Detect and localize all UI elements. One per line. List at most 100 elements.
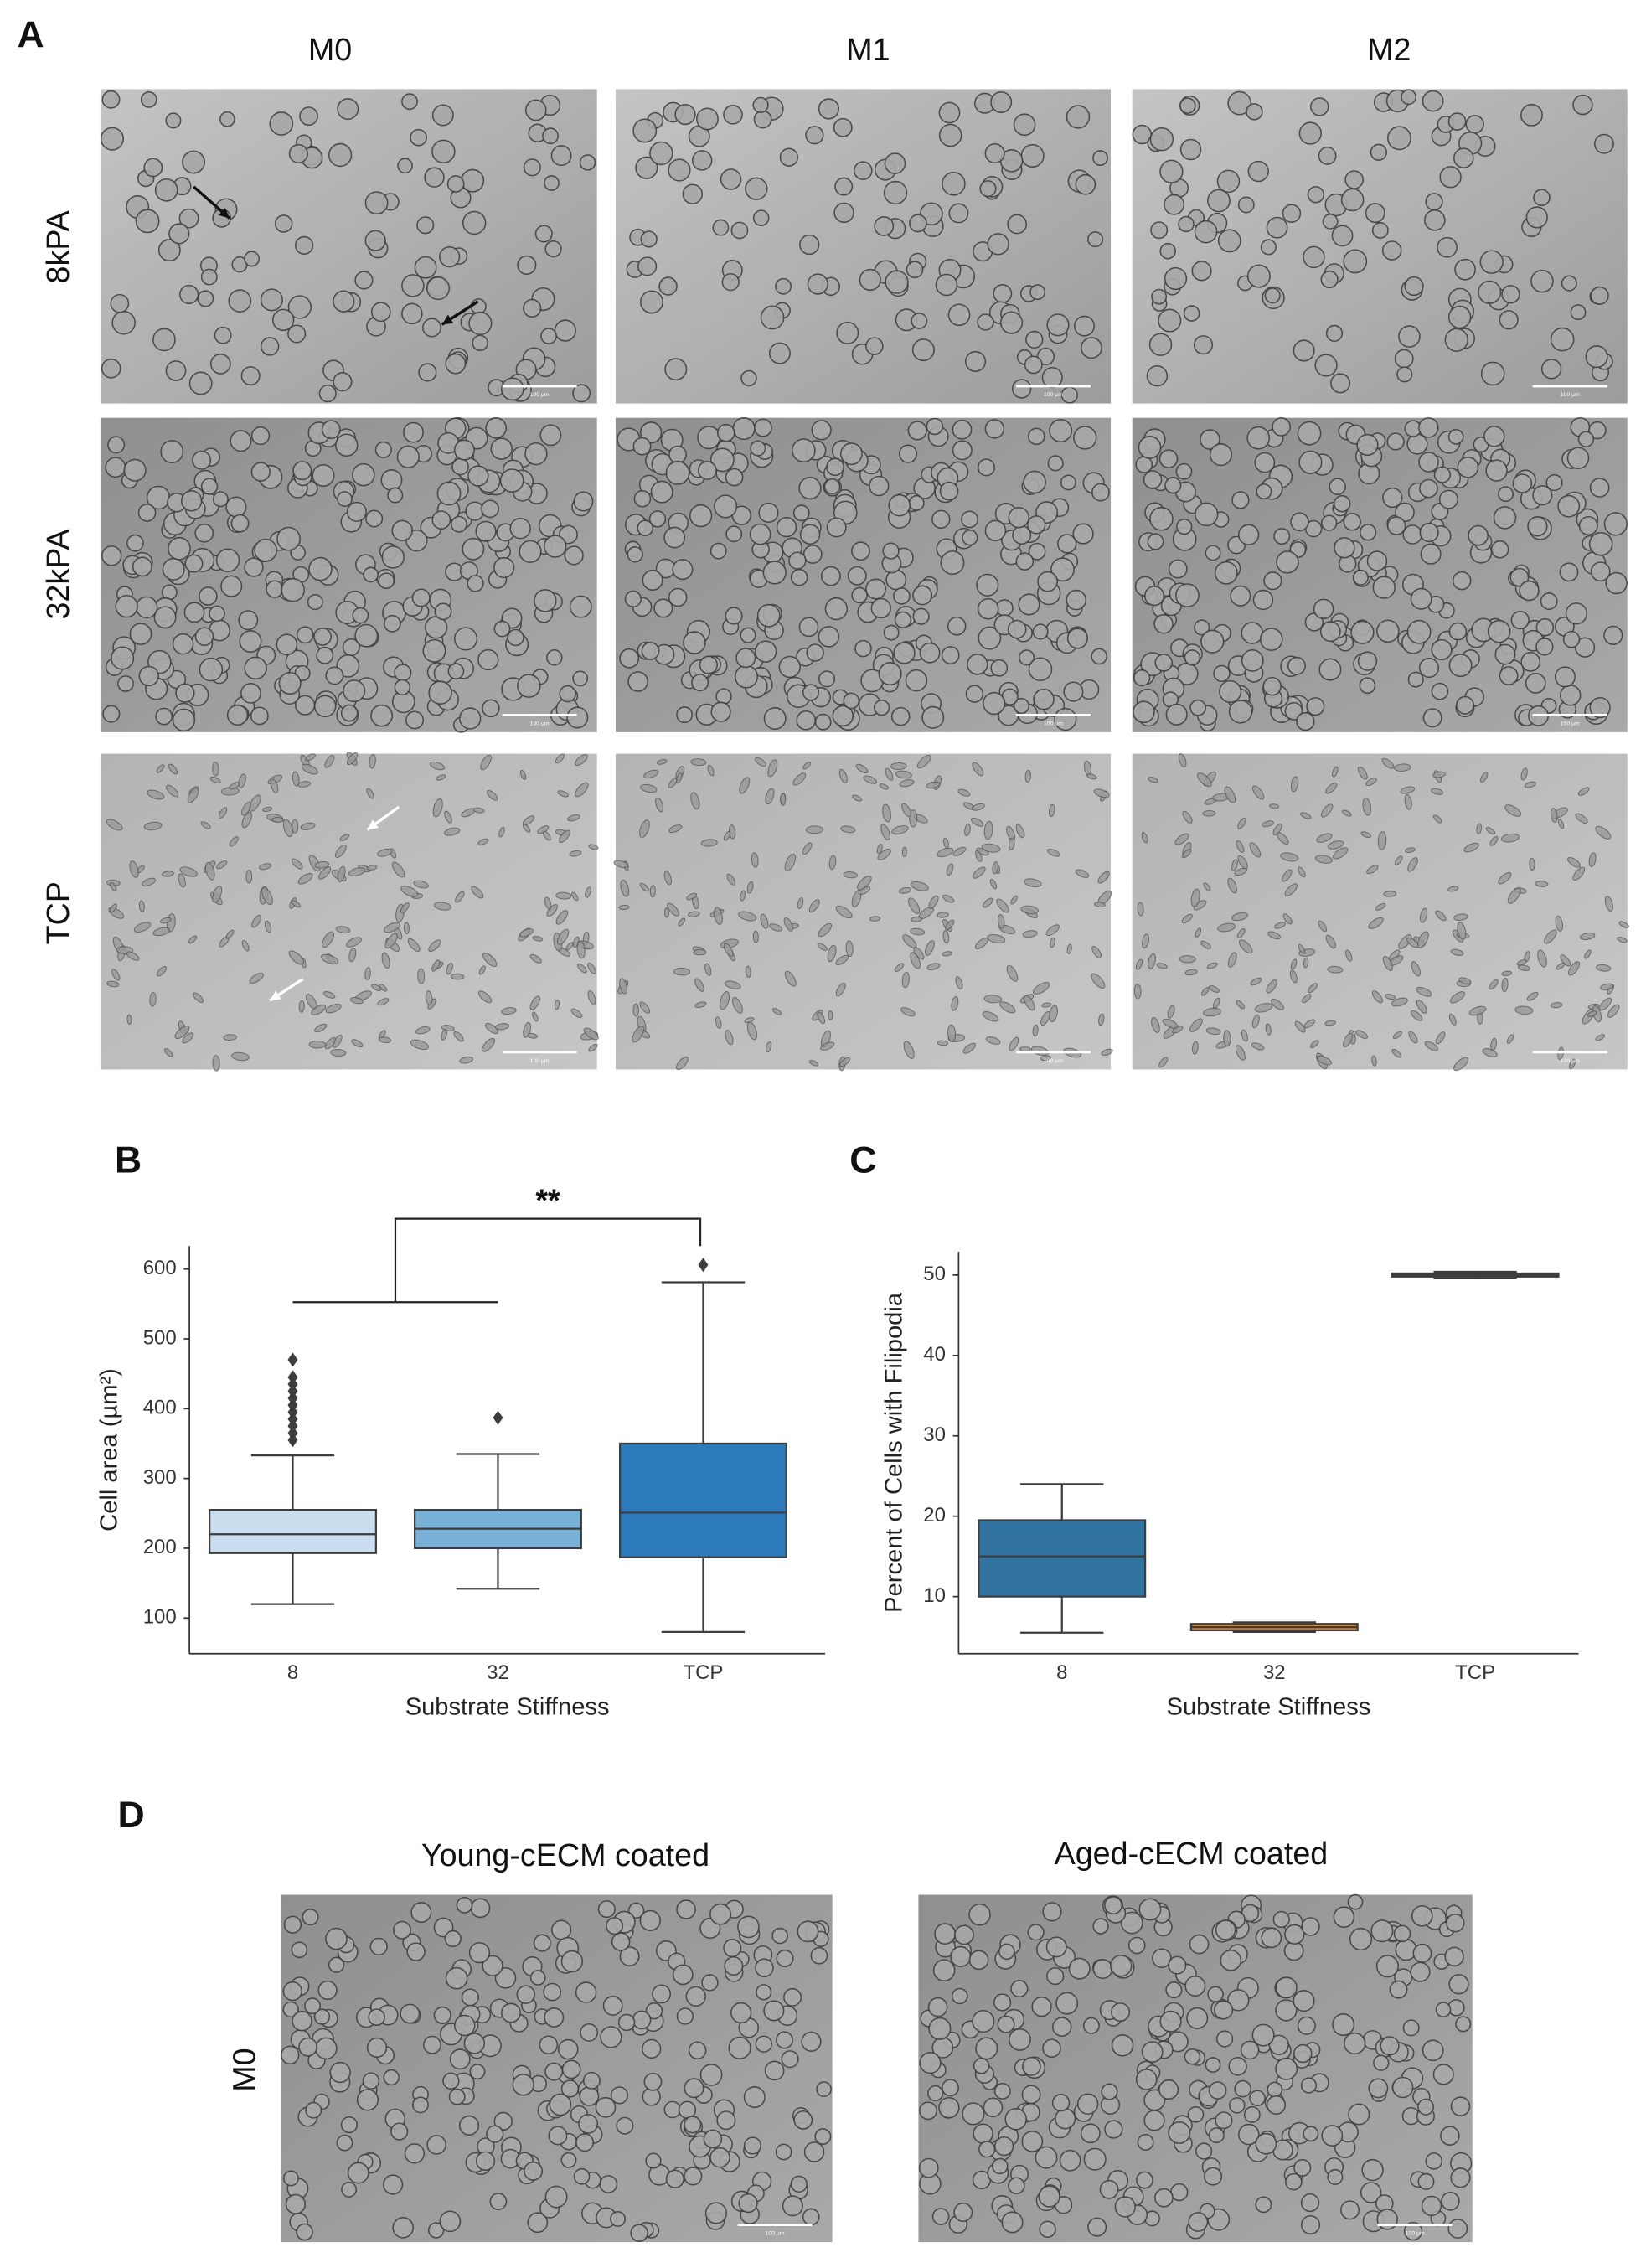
cell [1525,673,1546,694]
cell [523,298,542,318]
x-axis-title: Substrate Stiffness [405,1694,610,1721]
cell [371,984,382,991]
cell [806,643,824,662]
cell [1494,643,1516,665]
cell [1184,2048,1201,2065]
cell [431,510,451,530]
cell [512,2074,534,2096]
cell [578,2113,599,2134]
cell [793,2110,813,2130]
cell [1049,419,1073,442]
cell [1402,2019,1420,2037]
cell [1135,2069,1158,2090]
cell [952,846,967,856]
cell [709,447,735,473]
x-tick-label: TCP [683,1661,723,1684]
cell [1300,812,1312,819]
cell [1404,794,1412,810]
cell [403,421,424,443]
cell [1183,305,1200,322]
cell [993,1993,1012,2012]
cell [734,664,759,689]
cell [1290,958,1298,970]
cell [1514,1005,1534,1015]
cell [802,761,812,770]
cell [1049,1005,1058,1023]
cell [602,1996,623,2016]
cell [632,118,658,143]
cell [292,2010,312,2032]
cell [1111,2002,1131,2023]
cell [254,538,278,562]
cell [1217,922,1236,933]
cell [1381,240,1402,261]
cell [1127,1936,1146,1955]
cell [1557,819,1565,829]
cell [188,371,213,395]
cell [992,861,999,875]
cell [828,1010,833,1020]
cell [368,2008,385,2026]
cell [752,930,759,943]
cell [1457,456,1479,478]
cell [947,303,971,327]
cell [1111,2034,1134,2057]
cell [1490,1037,1498,1051]
cell [1018,593,1040,616]
cell [1143,2089,1166,2111]
cell [102,705,121,723]
cell [558,2038,579,2060]
cell [912,585,933,606]
cell [1189,1934,1210,1955]
cell [893,642,916,664]
cell [740,627,756,643]
cell [1478,280,1502,304]
cell [952,1987,968,2005]
cell [1377,831,1387,850]
cell [238,773,246,788]
cell [1092,1918,1109,1935]
cell [1344,2032,1366,2055]
cell [469,2064,486,2080]
cell [1216,169,1241,194]
cell [482,1955,503,1976]
cell [1340,2200,1360,2220]
cell [428,939,441,953]
cell [212,1055,220,1072]
cell [857,876,872,891]
cell [175,683,195,703]
cell [870,597,891,619]
cell [1387,126,1411,151]
cell [1425,193,1443,211]
cell [693,948,707,956]
cell [832,705,854,727]
cell [1341,809,1352,817]
cell [566,706,589,729]
cell [1037,571,1059,592]
cell [1579,932,1596,941]
cell [245,869,253,884]
cell [291,1941,308,1959]
cell [1465,115,1484,134]
cell [1200,986,1210,996]
cell [776,1949,794,1967]
cell [1550,808,1558,823]
cell [1318,147,1337,165]
cell [808,1059,819,1067]
cell [1330,373,1351,394]
cell [911,313,928,329]
cell [1588,531,1613,556]
y-axis-title: Percent of Cells with Filipodia [881,1292,908,1613]
cell [782,2195,803,2217]
cell [1424,1041,1438,1051]
cell [1438,489,1458,509]
cell [281,2045,300,2065]
cell [387,487,404,504]
cell [743,2136,762,2155]
cell [1368,917,1384,929]
cell [292,771,300,787]
cell [1425,2152,1443,2170]
cell [1087,231,1104,248]
cell [1219,679,1242,704]
cell [200,821,211,829]
